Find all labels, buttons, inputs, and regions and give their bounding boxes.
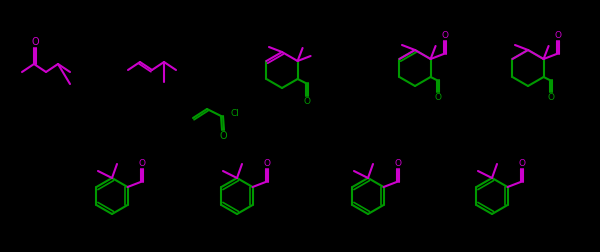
Text: O: O: [518, 159, 525, 168]
Text: O: O: [138, 159, 145, 168]
Text: O: O: [219, 131, 227, 141]
Text: O: O: [547, 93, 554, 103]
Text: O: O: [263, 159, 270, 168]
Text: O: O: [303, 98, 310, 107]
Text: O: O: [434, 93, 441, 103]
Text: O: O: [554, 30, 561, 40]
Text: O: O: [394, 159, 401, 168]
Text: O: O: [441, 30, 448, 40]
Text: Cl: Cl: [230, 109, 239, 117]
Text: O: O: [31, 37, 39, 47]
